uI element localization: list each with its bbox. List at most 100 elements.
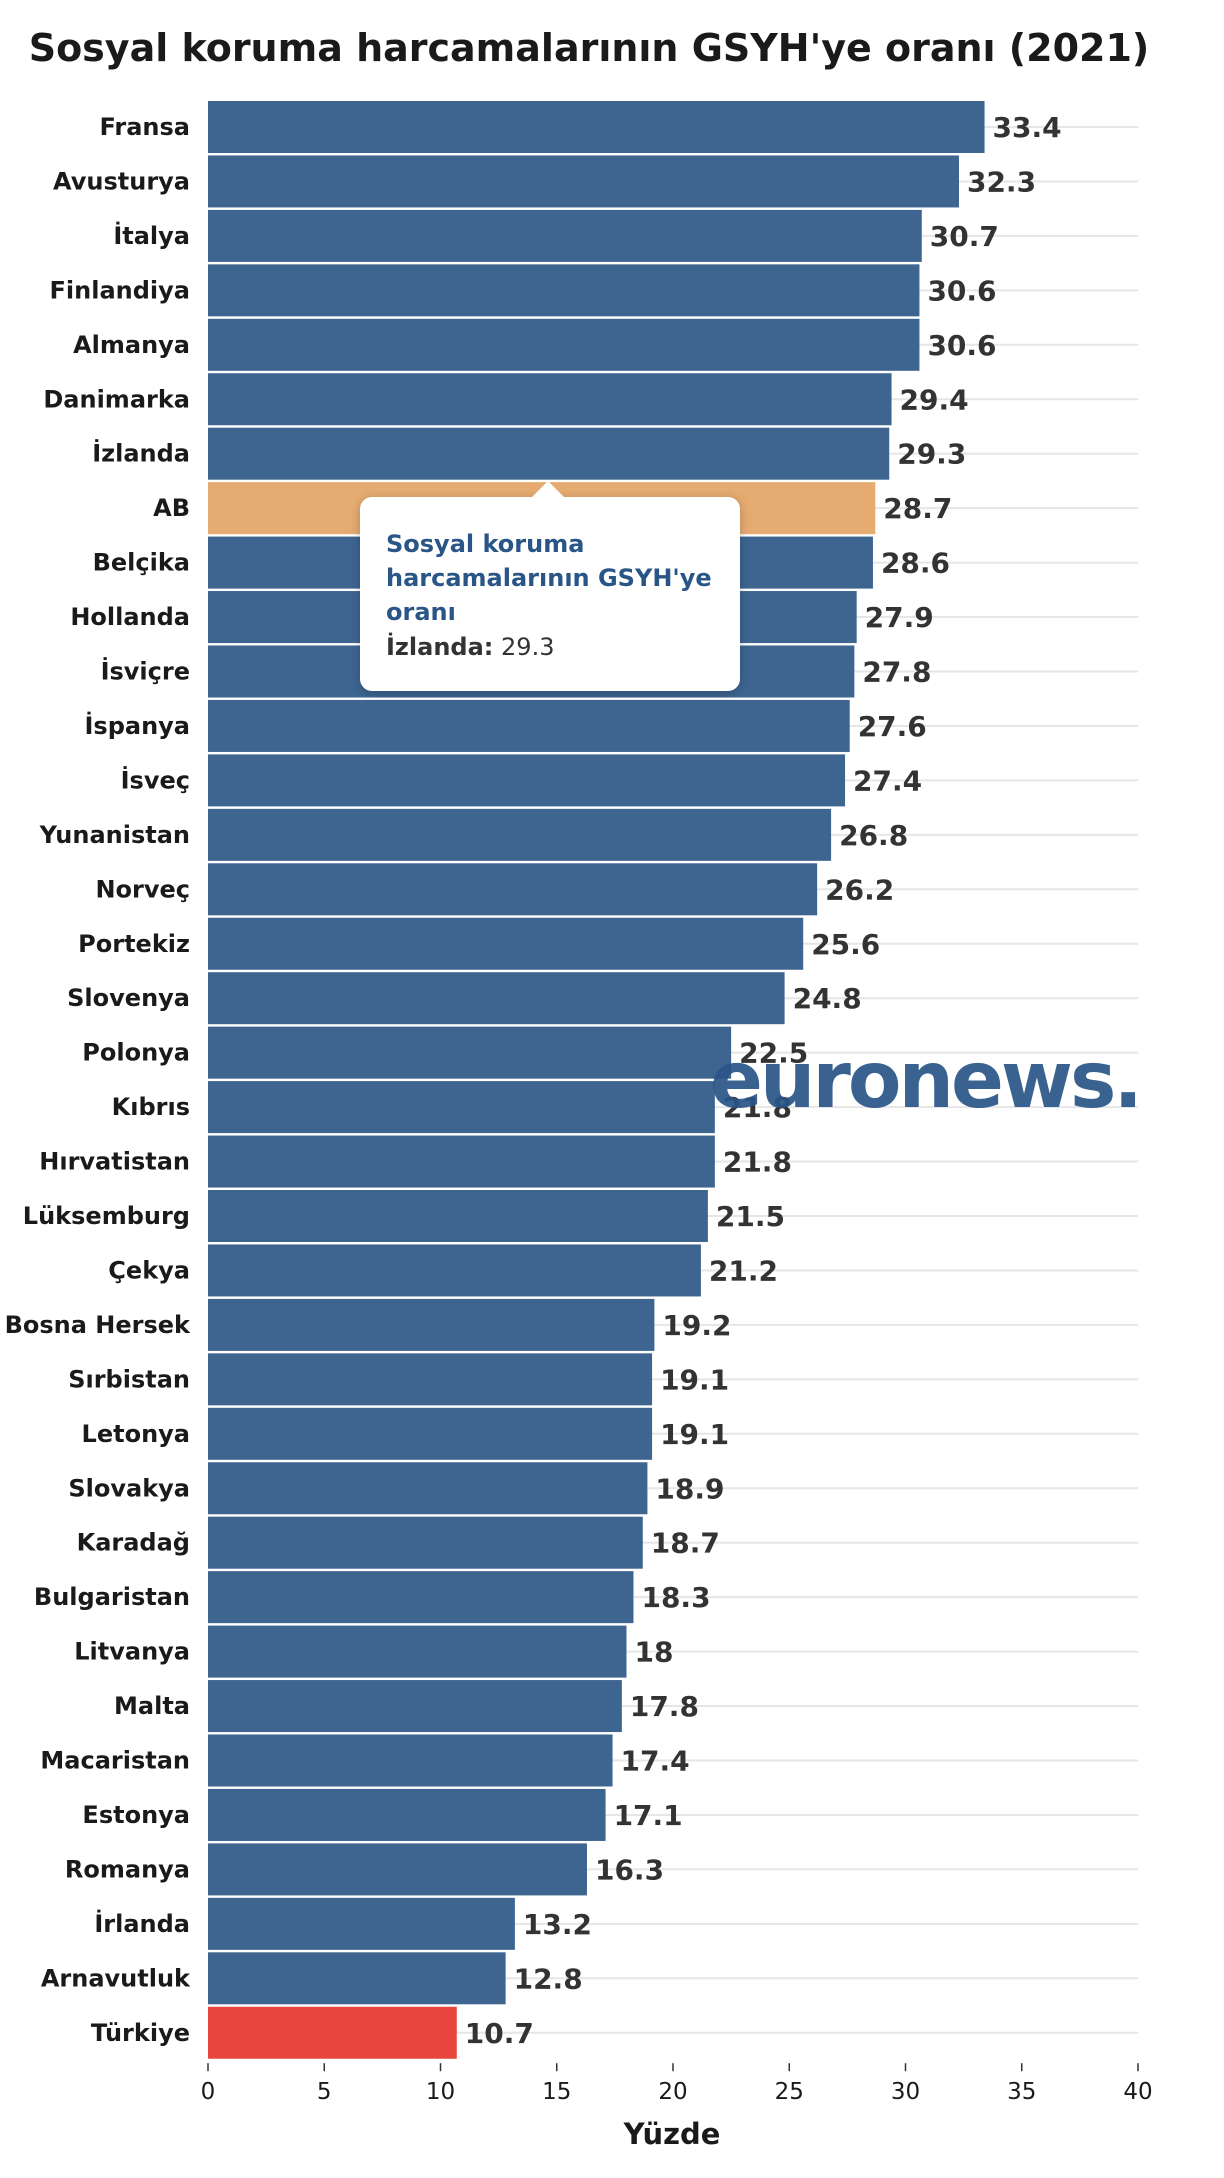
- bar-4[interactable]: [208, 318, 920, 371]
- x-tick-label: 30: [891, 2079, 920, 2105]
- bar-18[interactable]: [208, 1081, 715, 1134]
- x-axis-ticks: 0 5 10 15 20 25 30 35 40: [201, 2063, 1153, 2105]
- bar-22[interactable]: [208, 1298, 655, 1351]
- value-label: 22.5: [739, 1037, 808, 1070]
- value-label: 17.4: [621, 1745, 690, 1778]
- bar-25[interactable]: [208, 1462, 648, 1515]
- value-label: 19.2: [662, 1309, 731, 1342]
- category-label: Sırbistan: [68, 1365, 190, 1393]
- bar-2[interactable]: [208, 209, 922, 262]
- category-label: Polonya: [82, 1039, 190, 1067]
- value-label: 18.9: [655, 1472, 724, 1505]
- bar-34[interactable]: [208, 1952, 506, 2005]
- category-label: Macaristan: [40, 1747, 190, 1775]
- category-label: Slovenya: [67, 984, 190, 1012]
- bar-23[interactable]: [208, 1353, 653, 1406]
- value-label: 30.6: [927, 329, 996, 362]
- tooltip-title: Sosyal koruma harcamalarının GSYH'ye ora…: [386, 530, 712, 626]
- category-label: Hırvatistan: [39, 1148, 190, 1176]
- bar-26[interactable]: [208, 1516, 643, 1569]
- x-tick-label: 35: [1007, 2079, 1036, 2105]
- value-label: 21.2: [709, 1254, 778, 1287]
- x-tick-label: 20: [658, 2079, 687, 2105]
- category-label: Çekya: [108, 1256, 190, 1284]
- value-label: 25.6: [811, 928, 880, 961]
- value-label: 24.8: [793, 982, 862, 1015]
- value-label: 12.8: [514, 1962, 583, 1995]
- value-label: 10.7: [465, 2017, 534, 2050]
- bar-3[interactable]: [208, 264, 920, 317]
- category-label: Romanya: [65, 1855, 190, 1883]
- category-label: Finlandiya: [50, 276, 190, 304]
- bar-5[interactable]: [208, 373, 892, 426]
- bar-31[interactable]: [208, 1788, 606, 1841]
- bar-21[interactable]: [208, 1244, 701, 1297]
- bar-24[interactable]: [208, 1407, 653, 1460]
- bar-28[interactable]: [208, 1625, 627, 1678]
- value-label: 29.3: [897, 438, 966, 471]
- value-label: 26.8: [839, 819, 908, 852]
- category-label: Norveç: [95, 875, 190, 903]
- bar-11[interactable]: [208, 699, 850, 752]
- value-label: 19.1: [660, 1363, 729, 1396]
- value-label: 28.6: [881, 547, 950, 580]
- category-label: Yunanistan: [39, 821, 190, 849]
- value-label: 30.7: [930, 220, 999, 253]
- bars: [208, 101, 985, 2059]
- value-label: 33.4: [993, 111, 1062, 144]
- category-label: Kıbrıs: [112, 1093, 190, 1121]
- value-label: 21.8: [723, 1146, 792, 1179]
- category-label: Malta: [114, 1692, 190, 1720]
- tooltip-value: 29.3: [501, 633, 555, 661]
- x-tick-label: 5: [317, 2079, 332, 2105]
- bar-13[interactable]: [208, 808, 832, 861]
- x-tick-label: 15: [542, 2079, 571, 2105]
- value-label: 17.8: [630, 1690, 699, 1723]
- bar-14[interactable]: [208, 863, 818, 916]
- value-label: 26.2: [825, 873, 894, 906]
- category-label: Estonya: [82, 1801, 190, 1829]
- bar-1[interactable]: [208, 155, 959, 208]
- bar-29[interactable]: [208, 1680, 622, 1733]
- value-label: 16.3: [595, 1853, 664, 1886]
- value-label: 27.8: [862, 656, 931, 689]
- bar-12[interactable]: [208, 754, 846, 807]
- bar-35[interactable]: [208, 2006, 457, 2059]
- bar-6[interactable]: [208, 427, 890, 480]
- bar-32[interactable]: [208, 1843, 587, 1896]
- category-label: Belçika: [93, 549, 190, 577]
- category-labels: Fransa Avusturya İtalya Finlandiya Almanya Da…: [5, 113, 191, 2047]
- x-tick-label: 40: [1123, 2079, 1152, 2105]
- bar-17[interactable]: [208, 1026, 732, 1079]
- bar-20[interactable]: [208, 1190, 708, 1242]
- bar-15[interactable]: [208, 917, 804, 970]
- category-label: İsveç: [121, 765, 190, 794]
- category-label: İspanya: [84, 711, 190, 740]
- bar-0[interactable]: [208, 101, 985, 153]
- value-label: 27.9: [865, 601, 934, 634]
- category-label: Hollanda: [70, 603, 190, 631]
- value-label: 18: [635, 1636, 674, 1669]
- bar-30[interactable]: [208, 1734, 613, 1787]
- category-label: Danimarka: [43, 385, 190, 413]
- category-label: İsviçre: [101, 657, 190, 686]
- bar-33[interactable]: [208, 1897, 515, 1950]
- value-label: 32.3: [967, 165, 1036, 198]
- value-label: 21.5: [716, 1200, 785, 1233]
- category-label: İzlanda: [92, 439, 190, 468]
- bar-27[interactable]: [208, 1571, 634, 1624]
- chart-title: Sosyal koruma harcamalarının GSYH'ye ora…: [29, 26, 1150, 70]
- value-label: 27.6: [858, 710, 927, 743]
- category-label: Karadağ: [77, 1529, 190, 1557]
- value-label: 13.2: [523, 1908, 592, 1941]
- value-label: 19.1: [660, 1418, 729, 1451]
- tooltip-line: İzlanda: 29.3: [386, 629, 714, 665]
- category-label: Türkiye: [91, 2019, 190, 2047]
- category-label: Arnavutluk: [41, 1964, 191, 1992]
- bar-16[interactable]: [208, 972, 785, 1025]
- category-label: Fransa: [100, 113, 190, 141]
- x-axis-title: Yüzde: [623, 2117, 721, 2151]
- bar-19[interactable]: [208, 1135, 715, 1188]
- category-label: Bosna Hersek: [5, 1311, 191, 1339]
- value-label: 30.6: [927, 274, 996, 307]
